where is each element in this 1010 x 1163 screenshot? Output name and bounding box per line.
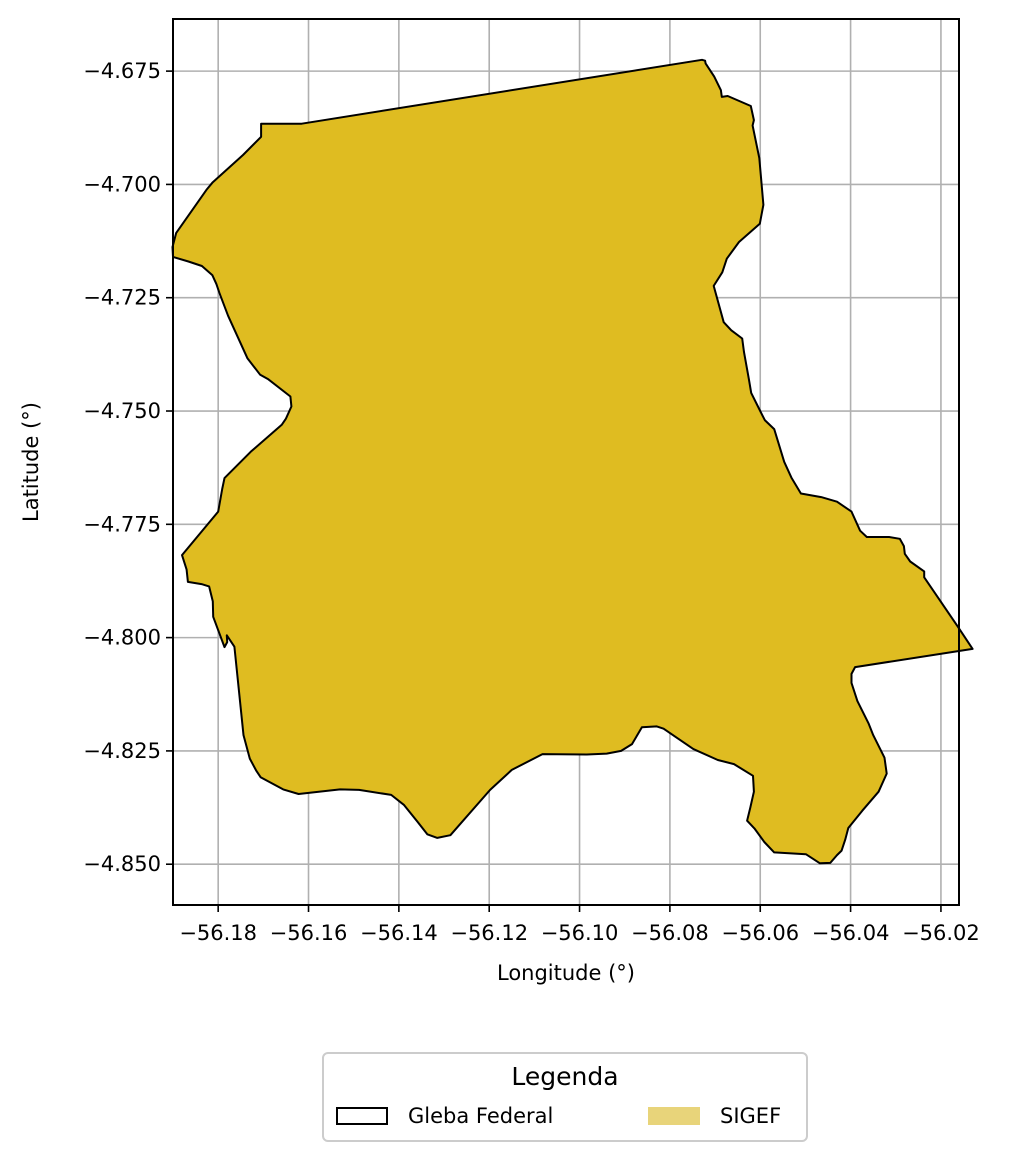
legend-item-gleba-federal: Gleba Federal bbox=[336, 1104, 553, 1128]
x-tick-label: −56.18 bbox=[179, 921, 257, 945]
legend-swatch-sigef bbox=[648, 1107, 700, 1125]
y-tick-label: −4.825 bbox=[83, 739, 161, 763]
x-tick-label: −56.14 bbox=[360, 921, 438, 945]
x-tick-label: −56.06 bbox=[721, 921, 799, 945]
y-axis-label: Latitude (°) bbox=[19, 402, 43, 522]
gleba-federal-polygon bbox=[171, 58, 974, 865]
legend-label-sigef: SIGEF bbox=[720, 1104, 782, 1128]
axes-frame bbox=[172, 18, 960, 906]
map-figure: −56.18 −56.16 −56.14 −56.12 −56.10 −56.08 −56.… bbox=[19, 18, 980, 985]
x-tick-label: −56.10 bbox=[541, 921, 619, 945]
legend: Legenda Gleba Federal SIGEF bbox=[322, 1052, 808, 1142]
y-tick-label: −4.675 bbox=[83, 59, 161, 83]
y-tick-label: −4.800 bbox=[83, 626, 161, 650]
y-tick-label: −4.700 bbox=[83, 172, 161, 196]
legend-swatch-gleba-federal bbox=[336, 1107, 388, 1125]
legend-title: Legenda bbox=[511, 1062, 619, 1091]
legend-label-gleba-federal: Gleba Federal bbox=[408, 1104, 554, 1128]
x-tick-label: −56.16 bbox=[270, 921, 348, 945]
x-tick-label: −56.04 bbox=[812, 921, 890, 945]
x-tick-label: −56.08 bbox=[631, 921, 709, 945]
legend-item-sigef: SIGEF bbox=[648, 1104, 781, 1128]
x-tick-label: −56.12 bbox=[450, 921, 528, 945]
y-tick-label: −4.725 bbox=[83, 286, 161, 310]
y-tick-label: −4.750 bbox=[83, 399, 161, 423]
x-axis-label: Longitude (°) bbox=[497, 961, 635, 985]
y-tick-label: −4.775 bbox=[83, 512, 161, 536]
y-tick-label: −4.850 bbox=[83, 852, 161, 876]
ticks: −56.18 −56.16 −56.14 −56.12 −56.10 −56.08 −56.… bbox=[83, 59, 980, 945]
x-tick-label: −56.02 bbox=[902, 921, 980, 945]
